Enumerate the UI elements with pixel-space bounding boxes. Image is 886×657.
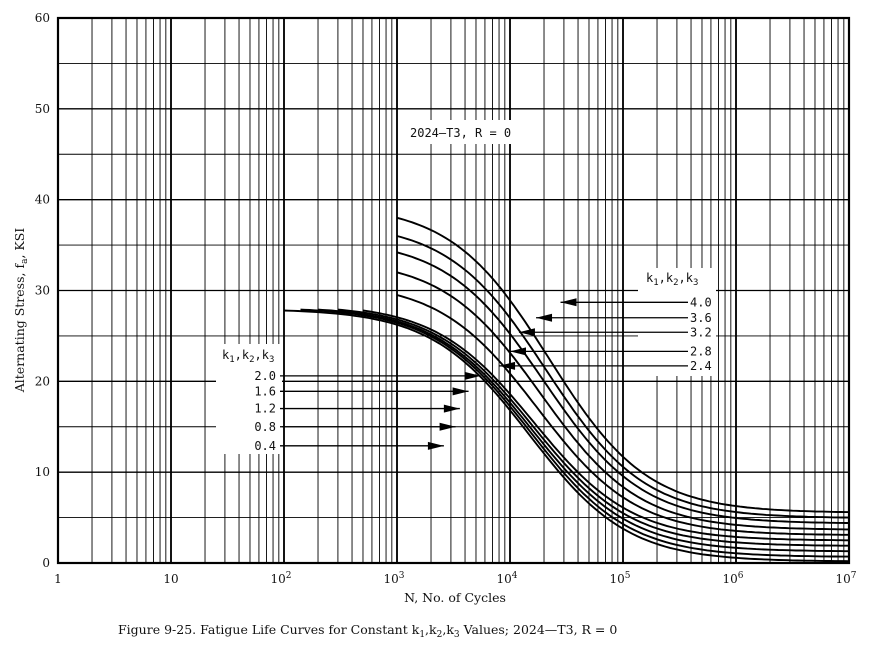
curve-4-0	[396, 216, 849, 514]
x-axis-label: N, No. of Cycles	[404, 590, 506, 605]
caption-sub-2: 2	[437, 630, 443, 640]
legend-value-3-2: 3.2	[690, 325, 712, 339]
curve-1-6	[337, 308, 849, 547]
caption-sub-1: 1	[419, 630, 425, 640]
caption-k-2: k	[429, 622, 437, 637]
legend-value-0-4: 0.4	[254, 439, 276, 453]
x-tick-label: 102	[270, 571, 291, 586]
arrowhead	[560, 298, 577, 307]
arrowhead	[452, 387, 469, 396]
plot-frame	[56, 16, 851, 565]
curve-3-2	[396, 251, 849, 524]
grid	[56, 16, 851, 565]
curve-3-6	[396, 235, 850, 519]
y-tick-label: 20	[35, 374, 50, 388]
x-tick-label: 104	[496, 571, 517, 586]
caption-comma-1: ,	[425, 622, 429, 637]
y-tick-label: 0	[42, 556, 50, 570]
legend-value-3-6: 3.6	[690, 311, 712, 325]
x-tick-label: 107	[835, 571, 856, 586]
legend-value-1-6: 1.6	[254, 384, 276, 398]
y-axis-label: Alternating Stress, fa, KSI	[12, 228, 30, 394]
y-tick-label: 50	[35, 102, 50, 116]
legend-left-bg	[216, 344, 282, 454]
legend-right-bg	[638, 268, 716, 376]
curve-2-8	[396, 271, 849, 531]
y-axis-label-main: Alternating Stress, f	[12, 263, 27, 394]
arrowhead	[518, 328, 535, 337]
legend-left-title: k1,k2,k3	[222, 348, 274, 365]
legend-value-4-0: 4.0	[690, 295, 712, 309]
x-tick-label: 1	[54, 572, 62, 586]
caption-sub-3: 3	[454, 630, 460, 640]
legend-value-2-4: 2.4	[690, 359, 712, 373]
figure-caption: Figure 9-25. Fatigue Life Curves for Con…	[118, 622, 617, 640]
legend-value-0-8: 0.8	[254, 420, 276, 434]
curve-0-4	[283, 309, 850, 563]
y-axis-label-sub: a	[20, 258, 30, 264]
x-tick-label: 103	[383, 571, 404, 586]
x-tick-label: 105	[609, 571, 630, 586]
arrowhead	[427, 441, 444, 450]
y-axis-label-tail: , KSI	[12, 228, 27, 259]
curve-1-2	[317, 308, 849, 553]
legend-value-2-8: 2.8	[690, 344, 712, 358]
x-tick-label: 10	[163, 572, 178, 586]
legend-value-1-2: 1.2	[254, 402, 276, 416]
y-tick-label: 40	[35, 193, 50, 207]
tick-labels: 0 10 20 30 40 50 60 1 10 102 103 104 105 106 107	[35, 11, 857, 586]
y-tick-label: 30	[35, 284, 50, 298]
caption-pre: Figure 9-25. Fatigue Life Curves for Con…	[118, 622, 420, 637]
arrowhead	[536, 313, 553, 322]
arrowhead	[499, 361, 516, 370]
caption-comma-2: ,	[442, 622, 446, 637]
caption-post: Values; 2024—T3, R = 0	[460, 622, 618, 637]
arrowhead	[464, 371, 481, 380]
legend-value-2-0: 2.0	[254, 369, 276, 383]
curve-0-8	[300, 308, 849, 558]
legend-right-title: k1,k2,k3	[646, 271, 698, 288]
legend-labels: 4.0 3.63.2 2.82.4 2.01.6 1.2 0.8 0.4 k1,k2,k3 k1…	[216, 268, 716, 454]
y-tick-label: 60	[35, 11, 50, 25]
arrowhead	[510, 347, 526, 356]
arrowhead	[439, 422, 456, 431]
curve-2-4	[396, 294, 849, 536]
caption-k-3: k	[446, 622, 454, 637]
x-tick-label: 106	[722, 571, 743, 586]
curve-2-0	[362, 309, 849, 542]
series-curves	[283, 216, 850, 563]
y-tick-label: 10	[35, 465, 50, 479]
material-annotation: 2024—T3, R = 0	[410, 126, 511, 140]
arrowhead	[443, 404, 460, 413]
